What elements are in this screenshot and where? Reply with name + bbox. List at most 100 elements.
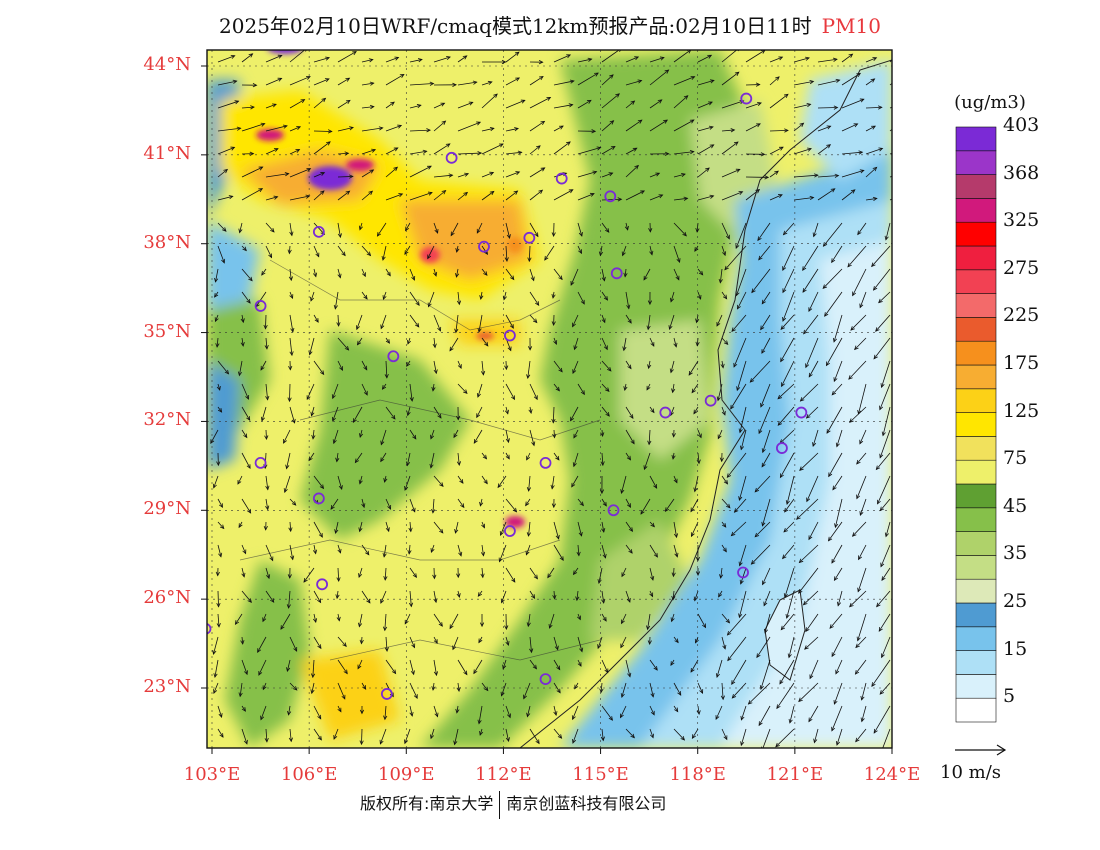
wind-arrow-head	[872, 286, 878, 291]
wind-arrow-head	[404, 485, 409, 491]
wind-arrow	[865, 106, 882, 109]
wind-arrow-head	[481, 523, 486, 529]
wind-arrow-head	[502, 664, 507, 670]
wind-arrow-head	[871, 262, 876, 268]
wind-arrow	[809, 659, 819, 679]
wind-arrow-head	[223, 168, 229, 174]
wind-arrow-head	[270, 227, 275, 233]
wind-arrow-head	[724, 265, 729, 271]
wind-arrow	[433, 590, 437, 603]
vector-scale-label: 10 m/s	[940, 762, 1001, 783]
wind-arrow-head	[476, 228, 481, 234]
wind-arrow	[525, 498, 531, 506]
wind-arrow-head	[671, 455, 676, 460]
wind-arrow-head	[877, 105, 883, 110]
wind-arrow	[758, 245, 771, 261]
wind-arrow-head	[875, 327, 880, 332]
wind-arrow-head	[437, 326, 442, 332]
wind-arrow	[669, 314, 675, 330]
wind-arrow-head	[336, 577, 341, 582]
wind-arrow	[456, 268, 459, 278]
wind-arrow	[262, 682, 267, 690]
wind-arrow-head	[628, 549, 633, 554]
wind-arrow	[673, 475, 678, 483]
wind-arrow-head	[498, 143, 504, 148]
wind-arrow-head	[695, 571, 701, 576]
wind-arrow-head	[213, 673, 218, 678]
wind-arrow-head	[722, 644, 727, 650]
wind-arrow-head	[848, 375, 853, 380]
wind-arrow	[430, 452, 435, 468]
wind-arrow-head	[232, 79, 238, 84]
wind-arrow-head	[603, 295, 609, 301]
wind-arrow-head	[808, 717, 813, 723]
wind-arrow-head	[850, 326, 855, 331]
wind-arrow	[477, 590, 483, 597]
wind-arrow	[505, 705, 511, 718]
wind-arrow-head	[376, 232, 382, 237]
wind-arrow	[505, 268, 515, 280]
wind-arrow	[732, 682, 747, 699]
wind-arrow	[361, 360, 368, 370]
wind-arrow	[649, 659, 658, 671]
wind-arrow	[283, 429, 291, 444]
wind-arrow	[865, 198, 877, 201]
wind-arrow	[625, 544, 633, 554]
wind-arrow	[335, 521, 339, 534]
wind-arrow-head	[825, 361, 830, 367]
wind-arrow	[754, 521, 771, 538]
wind-arrow-head	[477, 592, 482, 597]
wind-arrow-head	[601, 276, 606, 282]
wind-arrow	[861, 705, 867, 722]
wind-arrow-head	[513, 190, 519, 195]
wind-arrow	[598, 567, 603, 584]
wind-arrow	[577, 291, 585, 305]
wind-arrow-head	[408, 602, 414, 608]
wind-arrow-head	[311, 434, 316, 440]
wind-arrow-head	[626, 597, 631, 603]
wind-arrow-head	[427, 191, 433, 196]
wind-arrow-head	[391, 414, 396, 420]
wind-arrow-head	[720, 695, 725, 701]
wind-arrow-head	[860, 695, 865, 701]
wind-arrow	[528, 245, 531, 262]
wind-arrow	[673, 268, 680, 280]
wind-arrow-head	[358, 479, 363, 485]
wind-arrow	[353, 406, 363, 423]
wind-arrow-head	[477, 719, 482, 725]
wind-arrow-head	[760, 402, 765, 408]
wind-arrow-head	[626, 455, 632, 461]
wind-arrow	[672, 383, 675, 393]
wind-arrow	[798, 567, 819, 594]
wind-arrow-head	[674, 707, 679, 713]
wind-arrow-head	[429, 463, 434, 469]
wind-arrow	[237, 475, 243, 485]
wind-arrow	[265, 222, 275, 233]
wind-arrow-head	[835, 78, 841, 83]
wind-arrow	[409, 498, 416, 512]
lat-label: 38°N	[143, 231, 191, 253]
wind-arrow-head	[238, 228, 243, 234]
wind-arrow	[384, 705, 387, 720]
wind-arrow	[721, 475, 728, 485]
wind-arrow	[577, 72, 599, 86]
wind-arrow-head	[310, 673, 316, 679]
wind-arrow	[457, 291, 460, 305]
wind-arrow-head	[463, 191, 469, 197]
wind-arrow	[361, 636, 363, 644]
wind-arrow-head	[780, 325, 785, 330]
wind-arrow-head	[571, 715, 576, 721]
wind-arrow	[738, 475, 747, 501]
wind-arrow-head	[783, 527, 788, 533]
wind-arrow	[457, 101, 473, 109]
wind-arrow	[673, 50, 692, 63]
wind-arrow	[449, 613, 459, 629]
wind-arrow-head	[695, 318, 700, 324]
wind-arrow	[793, 122, 804, 132]
wind-arrow-head	[670, 617, 675, 623]
wind-arrow-head	[380, 324, 385, 330]
lon-label: 103°E	[183, 764, 241, 785]
wind-arrow	[241, 705, 246, 712]
wind-arrow-head	[579, 501, 584, 507]
colorbar-segment	[955, 459, 997, 485]
